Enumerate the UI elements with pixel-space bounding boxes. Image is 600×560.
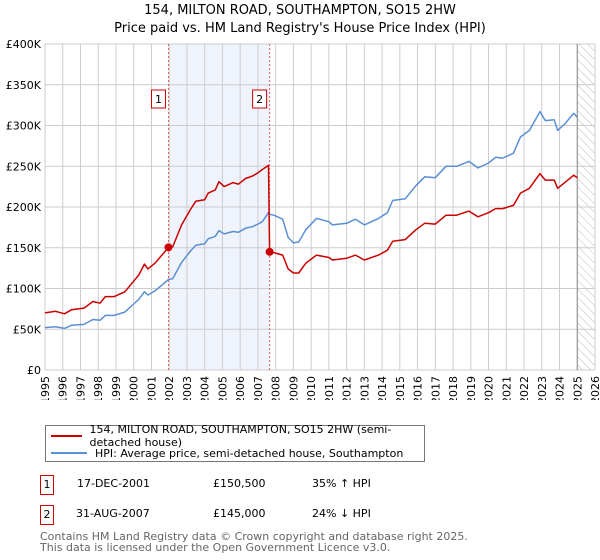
x-tick-label: 2025 — [571, 376, 584, 400]
x-tick-label: 2013 — [358, 376, 371, 400]
y-tick-label: £50K — [13, 323, 42, 336]
transaction-hpi: 24% ↓ HPI — [312, 507, 371, 520]
transaction-date: 31-AUG-2007 — [76, 507, 150, 520]
x-tick-label: 2014 — [376, 376, 389, 400]
sale-label: 1 — [155, 93, 162, 106]
y-tick-label: £100K — [6, 283, 42, 296]
x-tick-label: 1998 — [92, 376, 105, 400]
transaction-number: 2 — [40, 505, 54, 525]
x-tick-label: 2016 — [412, 376, 425, 400]
y-tick-label: £300K — [6, 120, 42, 133]
x-tick-label: 2017 — [429, 376, 442, 400]
hpi-series-line — [44, 110, 578, 330]
legend-label-property: 154, MILTON ROAD, SOUTHAMPTON, SO15 2HW … — [89, 423, 392, 449]
transaction-number: 1 — [40, 475, 54, 495]
x-tick-label: 2005 — [216, 376, 229, 400]
x-tick-label: 2010 — [305, 376, 318, 400]
x-tick-label: 1995 — [39, 376, 52, 400]
sale-label-box — [150, 89, 166, 109]
x-tick-label: 2022 — [518, 376, 531, 400]
x-tick-label: 2008 — [270, 376, 283, 400]
x-tick-label: 1996 — [57, 376, 70, 400]
x-tick-label: 1999 — [110, 376, 123, 400]
x-tick-label: 2004 — [199, 376, 212, 400]
sale-point — [164, 243, 173, 252]
price-chart: 1995 1996 1997 1998 1999 2000 2001 2002 2003 2004… — [6, 38, 600, 400]
x-tick-label: 2015 — [394, 376, 407, 400]
y-tick-label: £0 — [27, 364, 41, 377]
footer-licence: This data is licensed under the Open Gov… — [40, 541, 391, 554]
legend: 154, MILTON ROAD, SOUTHAMPTON, SO15 2HW … — [45, 423, 425, 462]
legend-item-hpi: HPI: Average price, semi-detached house,… — [46, 445, 403, 461]
x-tick-label: 2009 — [287, 376, 300, 400]
x-tick-label: 2002 — [163, 376, 176, 400]
x-tick-label: 2006 — [234, 376, 247, 400]
property-series-line — [44, 164, 578, 315]
x-tick-label: 2026 — [589, 376, 600, 400]
x-tick-label: 2024 — [554, 376, 567, 400]
sale-label: 2 — [256, 93, 263, 106]
legend-item-property: 154, MILTON ROAD, SOUTHAMPTON, SO15 2HW … — [46, 423, 424, 449]
sale-label-box — [252, 89, 268, 109]
x-tick-label: 2003 — [181, 376, 194, 400]
x-tick-label: 2019 — [465, 376, 478, 400]
sale-point — [265, 247, 274, 256]
transaction-row: 1 17-DEC-2001 £150,500 35% ↑ HPI — [40, 475, 540, 495]
transaction-hpi: 35% ↑ HPI — [312, 477, 371, 490]
x-tick-label: 2011 — [323, 376, 336, 400]
x-tick-label: 2007 — [252, 376, 265, 400]
x-tick-label: 2000 — [128, 376, 141, 400]
legend-swatch-property — [51, 435, 82, 437]
legend-swatch-hpi — [51, 452, 87, 454]
transaction-price: £145,000 — [213, 507, 266, 520]
transaction-price: £150,500 — [213, 477, 266, 490]
x-tick-label: 2023 — [536, 376, 549, 400]
x-tick-label: 2012 — [341, 376, 354, 400]
y-tick-label: £150K — [6, 242, 42, 255]
transaction-row: 2 31-AUG-2007 £145,000 24% ↓ HPI — [40, 505, 540, 525]
y-tick-label: £400K — [6, 38, 42, 51]
y-tick-label: £200K — [6, 201, 42, 214]
y-tick-label: £250K — [6, 160, 42, 173]
chart-title: 154, MILTON ROAD, SOUTHAMPTON, SO15 2HW — [144, 3, 456, 18]
chart-subtitle: Price paid vs. HM Land Registry's House … — [114, 21, 486, 36]
x-tick-label: 2018 — [447, 376, 460, 400]
x-tick-label: 2020 — [483, 376, 496, 400]
x-tick-label: 2021 — [500, 376, 513, 400]
legend-label-hpi: HPI: Average price, semi-detached house,… — [95, 446, 404, 460]
x-tick-label: 2001 — [145, 376, 158, 400]
transaction-date: 17-DEC-2001 — [77, 477, 151, 490]
x-tick-label: 1997 — [74, 376, 87, 400]
y-tick-label: £350K — [6, 79, 42, 92]
footer-copyright: Contains HM Land Registry data © Crown c… — [40, 530, 468, 543]
